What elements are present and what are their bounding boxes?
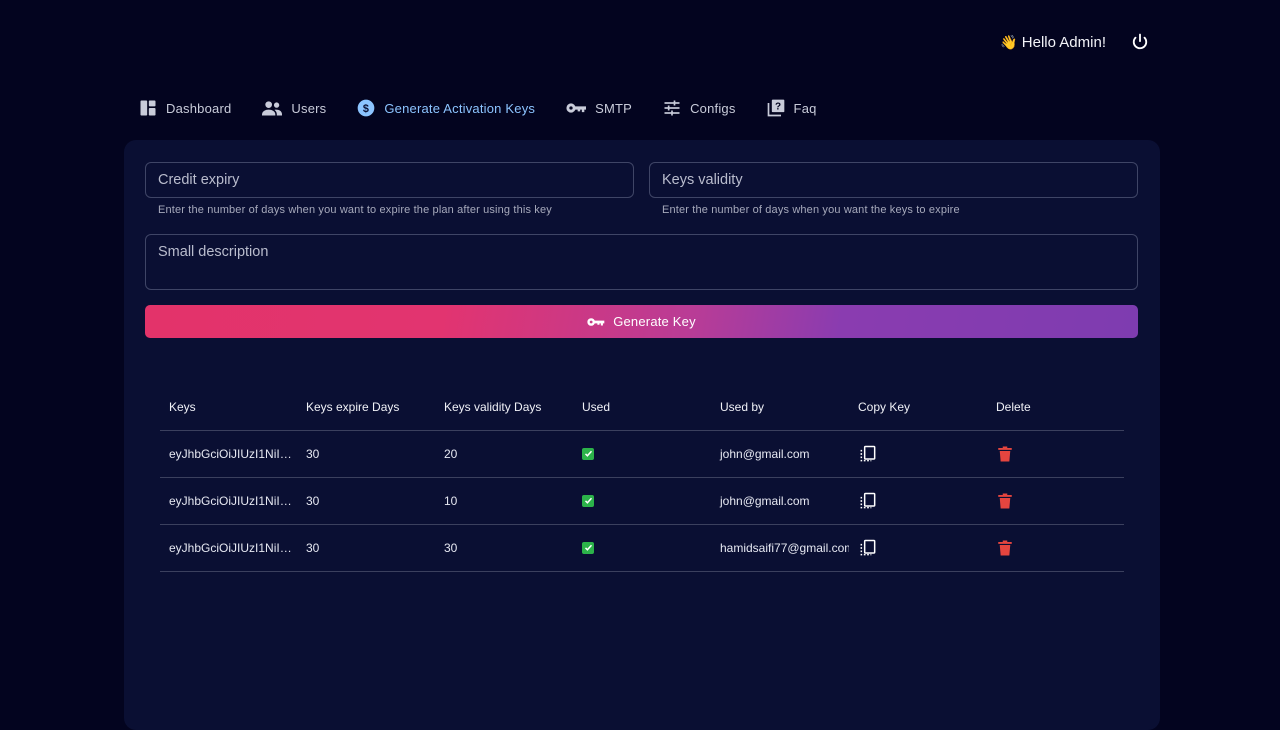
- column-header-copy-key: Copy Key: [858, 400, 911, 414]
- copy-key-button[interactable]: [849, 444, 987, 464]
- keys-validity-helper: Enter the number of days when you want t…: [662, 204, 960, 216]
- used-by-cell: john@gmail.com: [720, 447, 810, 461]
- dollar-icon: $: [358, 99, 375, 117]
- sliders-icon: [664, 100, 680, 116]
- field-row: Credit expiry Enter the number of days w…: [145, 162, 1138, 216]
- wave-emoji: 👋: [1000, 33, 1018, 50]
- key-cell: eyJhbGciOiJIUzI1NiIsInR5cCI6IkpXVCJ9: [169, 447, 297, 461]
- validity-cell: 20: [444, 447, 458, 461]
- users-icon: [262, 101, 283, 116]
- table-header: Keys Keys expire Days Keys validity Days…: [160, 384, 1124, 431]
- nav-item-users[interactable]: Users: [261, 96, 326, 120]
- key-icon: [566, 103, 587, 113]
- table-row: eyJhbGciOiJIUzI1NiIsInR5cCI6IkpXVCJ9 30 …: [160, 525, 1124, 572]
- keys-validity-field-wrap: Keys validity Enter the number of days w…: [649, 162, 1138, 216]
- generate-key-label: Generate Key: [613, 314, 696, 329]
- credit-expiry-input[interactable]: Credit expiry: [145, 162, 634, 198]
- greeting-text: Hello Admin!: [1021, 33, 1106, 51]
- expire-cell: 30: [306, 541, 320, 555]
- check-icon: [582, 494, 594, 507]
- nav-item-faq[interactable]: ? Faq: [766, 96, 817, 120]
- used-cell: [573, 541, 711, 555]
- delete-key-button[interactable]: [987, 538, 1124, 558]
- credit-expiry-helper: Enter the number of days when you want t…: [158, 204, 552, 216]
- column-header-delete: Delete: [996, 400, 1031, 414]
- expire-cell: 30: [306, 494, 320, 508]
- validity-cell: 10: [444, 494, 458, 508]
- nav-item-configs[interactable]: Configs: [662, 96, 735, 120]
- svg-text:?: ?: [774, 102, 780, 113]
- generate-key-button[interactable]: Generate Key: [145, 305, 1138, 338]
- top-bar: 👋 Hello Admin!: [1000, 30, 1152, 54]
- keys-validity-input[interactable]: Keys validity: [649, 162, 1138, 198]
- nav-label-users: Users: [291, 100, 327, 116]
- nav-label-dashboard: Dashboard: [166, 100, 232, 116]
- svg-text:$: $: [363, 103, 369, 115]
- table-row: eyJhbGciOiJIUzI1NiIsInR5cCI6IkpXVCJ9 30 …: [160, 478, 1124, 525]
- column-header-used: Used: [582, 400, 611, 414]
- delete-key-button[interactable]: [987, 491, 1124, 511]
- main-nav: Dashboard Users $ Generate Activation Ke…: [138, 96, 817, 120]
- keys-table: Keys Keys expire Days Keys validity Days…: [160, 384, 1124, 572]
- check-icon: [582, 447, 594, 460]
- key-cell: eyJhbGciOiJIUzI1NiIsInR5cCI6IkpXVCJ9: [169, 494, 297, 508]
- delete-key-button[interactable]: [987, 444, 1124, 464]
- credit-expiry-field-wrap: Credit expiry Enter the number of days w…: [145, 162, 634, 216]
- nav-item-dashboard[interactable]: Dashboard: [138, 96, 231, 120]
- column-header-used-by: Used by: [720, 400, 765, 414]
- copy-icon: [860, 492, 876, 509]
- validity-cell: 30: [444, 541, 458, 555]
- trash-icon: [998, 540, 1012, 556]
- used-by-cell: hamidsaifi77@gmail.com: [720, 541, 849, 555]
- key-cell: eyJhbGciOiJIUzI1NiIsInR5cCI6IkpXVCJ9: [169, 541, 297, 555]
- trash-icon: [998, 493, 1012, 509]
- main-panel: Credit expiry Enter the number of days w…: [124, 140, 1160, 730]
- nav-label-smtp: SMTP: [595, 100, 633, 116]
- nav-label-faq: Faq: [793, 100, 817, 116]
- nav-label-generate-activation-keys: Generate Activation Keys: [384, 100, 536, 116]
- copy-icon: [860, 539, 876, 556]
- copy-key-button[interactable]: [849, 491, 987, 511]
- logout-button[interactable]: [1128, 30, 1152, 54]
- dashboard-icon: [140, 100, 156, 116]
- trash-icon: [998, 446, 1012, 462]
- used-cell: [573, 447, 711, 461]
- copy-icon: [860, 445, 876, 462]
- nav-label-configs: Configs: [690, 100, 736, 116]
- column-header-keys: Keys: [169, 400, 196, 414]
- column-header-expire: Keys expire Days: [306, 400, 400, 414]
- nav-item-smtp[interactable]: SMTP: [565, 96, 632, 120]
- used-cell: [573, 494, 711, 508]
- greeting: 👋 Hello Admin!: [1000, 34, 1106, 51]
- table-row: eyJhbGciOiJIUzI1NiIsInR5cCI6IkpXVCJ9 30 …: [160, 431, 1124, 478]
- expire-cell: 30: [306, 447, 320, 461]
- column-header-validity: Keys validity Days: [444, 400, 542, 414]
- power-icon: [1132, 33, 1148, 50]
- key-icon: [587, 317, 605, 326]
- faq-icon: ?: [767, 99, 784, 117]
- copy-key-button[interactable]: [849, 538, 987, 558]
- nav-item-generate-activation-keys[interactable]: $ Generate Activation Keys: [356, 96, 535, 120]
- check-icon: [582, 541, 594, 554]
- used-by-cell: john@gmail.com: [720, 494, 810, 508]
- description-textarea[interactable]: Small description: [145, 234, 1138, 290]
